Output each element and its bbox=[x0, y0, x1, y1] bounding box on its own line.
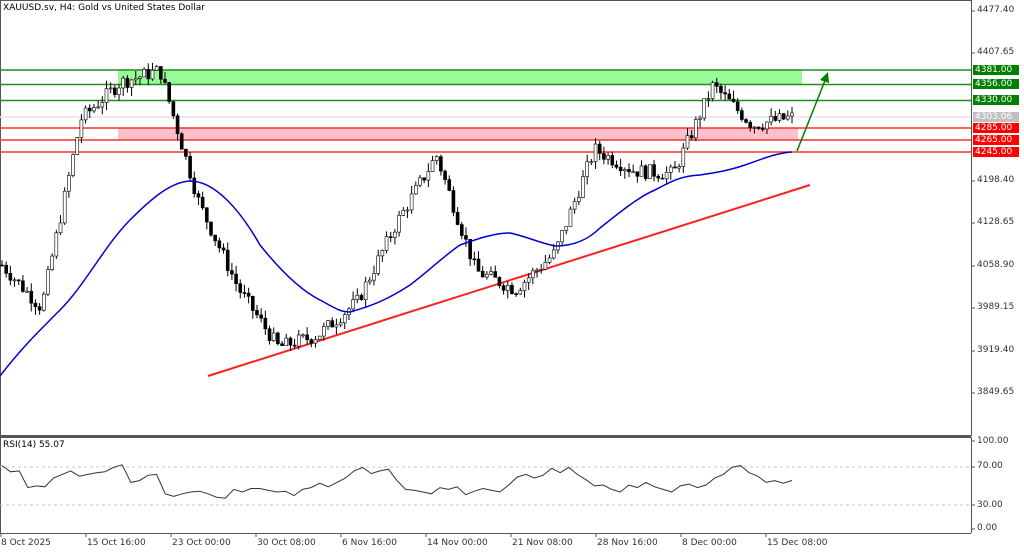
price-tick: 4407.65 bbox=[977, 47, 1015, 57]
resistance-zone[interactable] bbox=[118, 70, 802, 84]
price-tick: 4128.65 bbox=[977, 217, 1015, 227]
price-tick: 4477.40 bbox=[977, 5, 1015, 15]
level-tag-4265: 4265.00 bbox=[973, 135, 1019, 145]
rsi-tick: 30.00 bbox=[977, 500, 1003, 510]
time-tick: 15 Dec 08:00 bbox=[767, 538, 828, 548]
price-tick: 3849.65 bbox=[977, 387, 1015, 397]
rsi-title: RSI(14) 55.07 bbox=[3, 440, 65, 450]
time-tick: 14 Nov 00:00 bbox=[427, 538, 488, 548]
level-tag-4330: 4330.00 bbox=[973, 95, 1019, 105]
price-tick: 3989.15 bbox=[977, 302, 1015, 312]
ascending-trendline[interactable] bbox=[207, 184, 811, 377]
current-price-tag: 4303.06 bbox=[973, 112, 1019, 122]
rsi-tick: 0.00 bbox=[977, 523, 998, 533]
time-axis-ticks bbox=[0, 533, 767, 537]
time-tick: 8 Oct 2025 bbox=[1, 538, 51, 548]
level-tag-4285: 4285.00 bbox=[973, 123, 1019, 133]
time-tick: 8 Dec 00:00 bbox=[682, 538, 737, 548]
time-tick: 21 Nov 08:00 bbox=[512, 538, 573, 548]
time-tick: 23 Oct 00:00 bbox=[172, 538, 231, 548]
price-tick: 4198.40 bbox=[977, 175, 1015, 185]
arrow-head-icon bbox=[820, 72, 829, 83]
support-zone[interactable] bbox=[118, 128, 798, 140]
rsi-tick: 70.00 bbox=[977, 461, 1003, 471]
moving-average-line[interactable] bbox=[0, 151, 793, 377]
price-tick: 3919.40 bbox=[977, 345, 1015, 355]
time-tick: 6 Nov 16:00 bbox=[342, 538, 397, 548]
projection-arrow[interactable] bbox=[796, 77, 827, 152]
price-axis-ticks bbox=[971, 10, 975, 530]
price-tick: 4058.90 bbox=[977, 260, 1015, 270]
time-tick: 30 Oct 08:00 bbox=[257, 538, 316, 548]
level-tag-4381: 4381.00 bbox=[973, 65, 1019, 75]
candlestick-series bbox=[0, 62, 794, 351]
level-tag-4356: 4356.00 bbox=[973, 79, 1019, 89]
rsi-tick: 100.00 bbox=[977, 436, 1009, 446]
rsi-line[interactable] bbox=[1, 464, 793, 499]
time-tick: 15 Oct 16:00 bbox=[87, 538, 146, 548]
chart-title: XAUUSD.sv, H4: Gold vs United States Dol… bbox=[3, 3, 206, 13]
time-tick: 28 Nov 16:00 bbox=[597, 538, 658, 548]
main-pane-frame bbox=[0, 0, 972, 436]
level-tag-4245: 4245.00 bbox=[973, 147, 1019, 157]
